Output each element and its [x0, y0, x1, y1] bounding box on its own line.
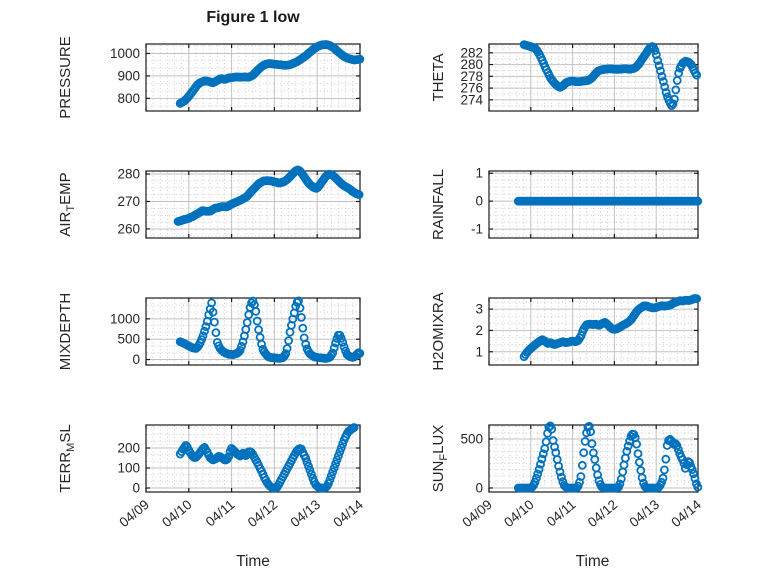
series-markers — [519, 294, 702, 362]
svg-text:282: 282 — [460, 45, 483, 60]
series-markers — [513, 196, 703, 206]
y-tick-labels: 0 500 — [460, 432, 483, 496]
ylabel-mixdepth: MIXDEPTH — [57, 293, 74, 371]
svg-text:500: 500 — [117, 332, 140, 347]
svg-text:0: 0 — [132, 481, 140, 496]
svg-text:0: 0 — [475, 194, 483, 209]
xlabel-time-left: Time — [236, 553, 270, 570]
svg-text:270: 270 — [117, 194, 140, 209]
svg-text:04/11: 04/11 — [544, 497, 579, 530]
svg-text:04/13: 04/13 — [288, 497, 324, 530]
series-markers — [173, 165, 364, 226]
svg-text:1000: 1000 — [110, 311, 140, 326]
ylabel-h2omixra: H2OMIXRA — [430, 292, 447, 370]
svg-text:04/14: 04/14 — [330, 497, 366, 531]
svg-text:280: 280 — [117, 167, 140, 182]
svg-text:200: 200 — [117, 441, 140, 456]
svg-text:0: 0 — [132, 352, 140, 367]
svg-text:04/13: 04/13 — [627, 497, 663, 530]
svg-text:900: 900 — [117, 68, 140, 83]
svg-text:3: 3 — [475, 302, 483, 317]
series-markers — [513, 421, 703, 493]
y-tick-labels: 260 270 280 — [117, 167, 140, 237]
y-tick-labels: 0 500 1000 — [110, 311, 140, 367]
subplot-air-temp: 260 270 280 AIRTEMP — [57, 165, 364, 239]
svg-text:2: 2 — [475, 323, 483, 338]
svg-text:04/14: 04/14 — [668, 497, 704, 531]
y-tick-labels: -1 0 1 — [471, 166, 483, 237]
svg-text:276: 276 — [460, 81, 483, 96]
svg-text:100: 100 — [117, 461, 140, 476]
subplot-mixdepth: 0 500 1000 MIXDEPTH — [57, 293, 365, 371]
svg-text:278: 278 — [460, 69, 483, 84]
major-grid — [489, 298, 698, 365]
svg-text:274: 274 — [460, 92, 483, 107]
y-tick-labels: 0 100 200 — [117, 441, 140, 496]
subplot-rainfall: -1 0 1 RAINFALL — [430, 166, 703, 240]
series-markers — [175, 296, 365, 363]
svg-text:04/12: 04/12 — [245, 497, 281, 530]
figure-title: Figure 1 low — [206, 9, 300, 26]
series-markers — [175, 423, 359, 493]
series-markers — [519, 40, 702, 110]
ylabel-air-temp: AIRTEMP — [57, 172, 77, 236]
y-tick-labels: 800 900 1000 — [110, 46, 140, 106]
svg-text:04/10: 04/10 — [501, 497, 537, 530]
svg-text:1: 1 — [475, 344, 483, 359]
svg-text:500: 500 — [460, 432, 483, 447]
svg-text:800: 800 — [117, 91, 140, 106]
svg-text:04/09: 04/09 — [116, 497, 152, 530]
ylabel-pressure: PRESSURE — [57, 36, 74, 119]
axes-frame — [145, 424, 361, 493]
svg-text:1000: 1000 — [110, 46, 140, 61]
ylabel-theta: THETA — [430, 53, 447, 101]
major-grid — [489, 44, 698, 111]
svg-text:04/12: 04/12 — [585, 497, 621, 530]
svg-text:280: 280 — [460, 57, 483, 72]
subplot-pressure: 800 900 1000 PRESSURE — [57, 36, 365, 119]
series-markers — [175, 40, 365, 108]
subplot-h2omixra: 1 2 3 H2OMIXRA — [430, 292, 702, 371]
svg-text:-1: -1 — [471, 222, 483, 237]
svg-text:260: 260 — [117, 221, 140, 236]
axes-frame — [488, 297, 699, 366]
svg-text:04/10: 04/10 — [159, 497, 195, 530]
subplot-sun-flux: 0 500 SUNFLUX 04/09 04/10 04/11 04/12 04/13 04/1… — [430, 421, 704, 531]
x-tick-labels: 04/09 04/10 04/11 04/12 04/13 04/14 — [459, 497, 704, 531]
xlabel-time-right: Time — [575, 553, 610, 570]
ylabel-terr-msl: TERRMSL — [57, 424, 77, 492]
svg-text:0: 0 — [475, 480, 483, 495]
axes-frame — [145, 170, 361, 239]
ylabel-rainfall: RAINFALL — [430, 169, 447, 240]
x-tick-labels: 04/09 04/10 04/11 04/12 04/13 04/14 — [116, 497, 366, 531]
y-tick-labels: 1 2 3 — [475, 302, 483, 360]
svg-text:04/09: 04/09 — [459, 497, 495, 530]
svg-text:1: 1 — [475, 166, 483, 181]
svg-text:04/11: 04/11 — [203, 497, 238, 530]
ylabel-sun-flux: SUNFLUX — [430, 425, 450, 493]
